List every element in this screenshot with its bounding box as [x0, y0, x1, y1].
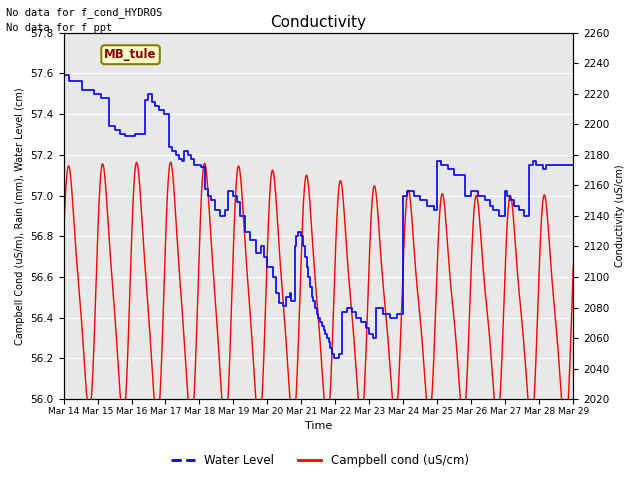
Y-axis label: Conductivity (uS/cm): Conductivity (uS/cm) [615, 165, 625, 267]
Legend: Water Level, Campbell cond (uS/cm): Water Level, Campbell cond (uS/cm) [166, 449, 474, 472]
Title: Conductivity: Conductivity [271, 15, 367, 30]
Y-axis label: Campbell Cond (uS/m), Rain (mm), Water Level (cm): Campbell Cond (uS/m), Rain (mm), Water L… [15, 87, 25, 345]
X-axis label: Time: Time [305, 421, 332, 432]
Text: No data for f_cond_HYDROS: No data for f_cond_HYDROS [6, 7, 163, 18]
Text: MB_tule: MB_tule [104, 48, 157, 61]
Text: No data for f_ppt: No data for f_ppt [6, 22, 113, 33]
